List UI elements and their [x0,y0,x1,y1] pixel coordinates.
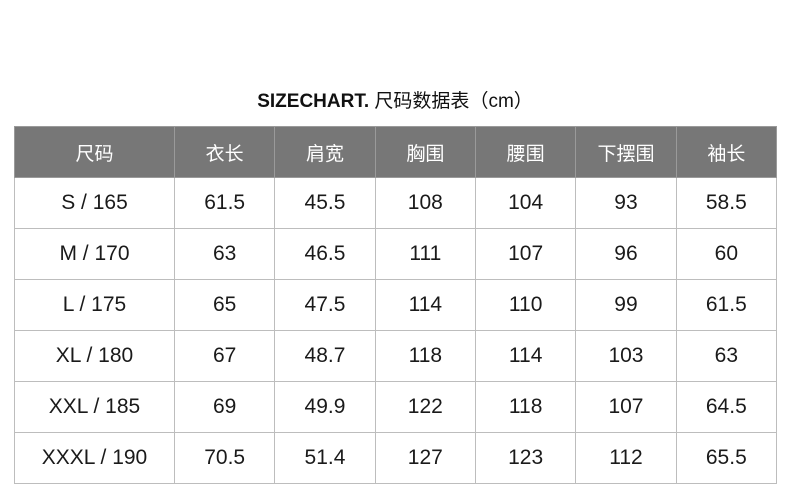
table-row: M / 170 63 46.5 111 107 96 60 [14,228,778,280]
measurement-cell: 70.5 [173,432,276,484]
table-row: XXL / 185 69 49.9 122 118 107 64.5 [14,381,778,433]
column-header: 尺码 [14,126,175,178]
title-chinese: 尺码数据表 [374,91,470,112]
measurement-cell: 51.4 [274,432,376,484]
measurement-cell: 93 [575,177,677,229]
measurement-cell: 127 [374,432,476,484]
size-cell: XL / 180 [14,330,175,382]
column-header: 胸围 [374,126,476,178]
column-header: 袖长 [675,126,778,178]
table-row: S / 165 61.5 45.5 108 104 93 58.5 [14,177,778,229]
measurement-cell: 63 [173,228,276,280]
measurement-cell: 63 [675,330,778,382]
measurement-cell: 64.5 [675,381,778,433]
size-cell: M / 170 [14,228,175,280]
column-header: 腰围 [474,126,577,178]
measurement-cell: 99 [575,279,677,331]
measurement-cell: 104 [474,177,577,229]
size-cell: XXXL / 190 [14,432,175,484]
measurement-cell: 58.5 [675,177,778,229]
measurement-cell: 67 [173,330,276,382]
measurement-cell: 61.5 [675,279,778,331]
size-cell: L / 175 [14,279,175,331]
measurement-cell: 103 [575,330,677,382]
title-unit: （cm） [469,91,533,112]
measurement-cell: 111 [374,228,476,280]
measurement-cell: 49.9 [274,381,376,433]
measurement-cell: 118 [374,330,476,382]
column-header: 下摆围 [575,126,677,178]
measurement-cell: 122 [374,381,476,433]
size-chart-table: 尺码 衣长 肩宽 胸围 腰围 下摆围 袖长 S / 165 61.5 45.5 108 104 93 5… [14,126,778,484]
measurement-cell: 108 [374,177,476,229]
size-cell: S / 165 [14,177,175,229]
column-header: 肩宽 [274,126,376,178]
column-header: 衣长 [173,126,276,178]
measurement-cell: 48.7 [274,330,376,382]
measurement-cell: 118 [474,381,577,433]
title-english: SIZECHART. [257,91,370,112]
measurement-cell: 65 [173,279,276,331]
page-title: SIZECHART. 尺码数据表（cm） [0,86,790,113]
measurement-cell: 61.5 [173,177,276,229]
table-row: XL / 180 67 48.7 118 114 103 63 [14,330,778,382]
measurement-cell: 65.5 [675,432,778,484]
measurement-cell: 110 [474,279,577,331]
measurement-cell: 96 [575,228,677,280]
measurement-cell: 107 [575,381,677,433]
measurement-cell: 69 [173,381,276,433]
measurement-cell: 45.5 [274,177,376,229]
measurement-cell: 123 [474,432,577,484]
measurement-cell: 47.5 [274,279,376,331]
table-row: XXXL / 190 70.5 51.4 127 123 112 65.5 [14,432,778,484]
table-header-row: 尺码 衣长 肩宽 胸围 腰围 下摆围 袖长 [14,126,778,178]
measurement-cell: 46.5 [274,228,376,280]
table-row: L / 175 65 47.5 114 110 99 61.5 [14,279,778,331]
size-cell: XXL / 185 [14,381,175,433]
measurement-cell: 112 [575,432,677,484]
measurement-cell: 114 [474,330,577,382]
measurement-cell: 60 [675,228,778,280]
measurement-cell: 107 [474,228,577,280]
measurement-cell: 114 [374,279,476,331]
